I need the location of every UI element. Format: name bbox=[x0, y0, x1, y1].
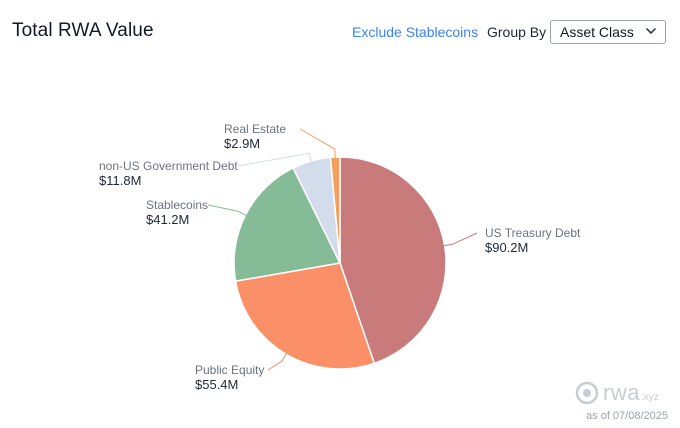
slice-label-real-estate: Real Estate bbox=[224, 122, 286, 136]
slice-label-non-us-government-debt: non-US Government Debt bbox=[99, 159, 238, 173]
slice-value-us-treasury-debt: $90.2M bbox=[485, 240, 528, 255]
leader-line-public-equity bbox=[267, 352, 288, 371]
group-by-select-value: Asset Class bbox=[560, 24, 634, 40]
slice-value-stablecoins: $41.2M bbox=[146, 212, 189, 227]
chevron-down-icon bbox=[646, 28, 656, 34]
leader-line-stablecoins bbox=[207, 204, 248, 217]
brand-extension: .xyz bbox=[640, 391, 659, 403]
leader-line-us-treasury-debt bbox=[442, 232, 478, 247]
group-by-label: Group By bbox=[487, 24, 547, 40]
brand-name: rwa bbox=[603, 380, 640, 405]
slice-value-public-equity: $55.4M bbox=[195, 377, 238, 392]
group-by-select[interactable]: Asset Class bbox=[550, 20, 666, 44]
slice-label-us-treasury-debt: US Treasury Debt bbox=[485, 226, 581, 240]
slice-label-stablecoins: Stablecoins bbox=[146, 198, 208, 212]
as-of-date: as of 07/08/2025 bbox=[586, 410, 668, 422]
leader-line-non-us-government-debt bbox=[237, 152, 313, 167]
slice-value-real-estate: $2.9M bbox=[224, 136, 260, 151]
slice-value-non-us-government-debt: $11.8M bbox=[99, 173, 141, 188]
brand-watermark: rwa .xyz bbox=[575, 380, 659, 406]
leader-line-real-estate bbox=[299, 128, 336, 160]
exclude-stablecoins-link[interactable]: Exclude Stablecoins bbox=[352, 24, 479, 40]
slice-label-public-equity: Public Equity bbox=[195, 363, 264, 377]
chart-title: Total RWA Value bbox=[12, 20, 154, 41]
rwa-logo-icon bbox=[575, 381, 599, 405]
